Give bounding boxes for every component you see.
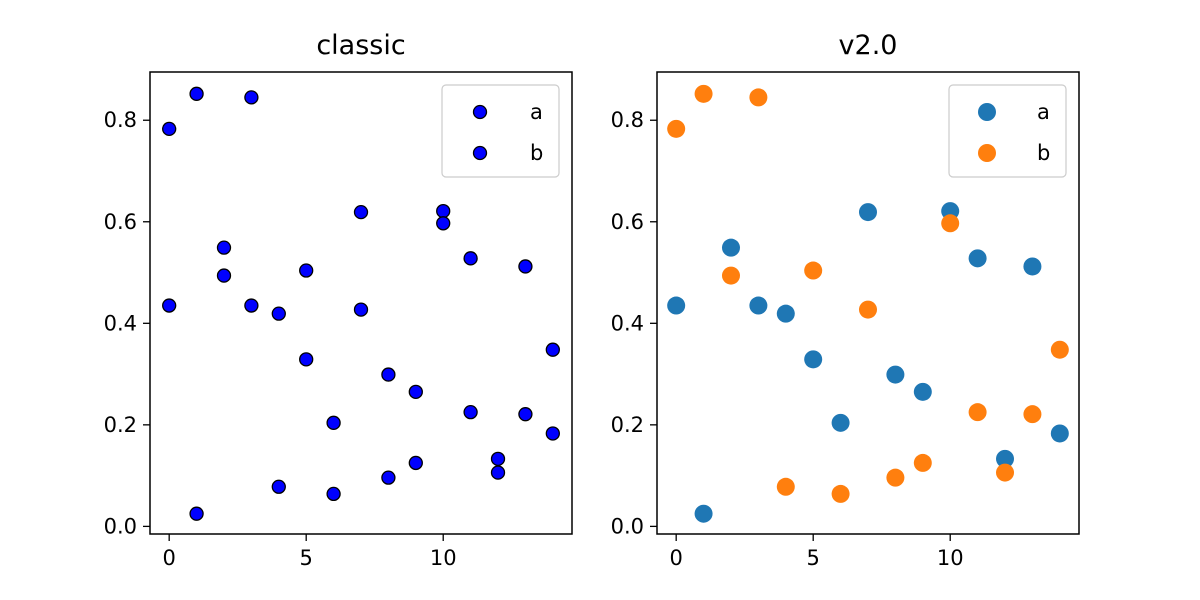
point-a-2 bbox=[216, 240, 232, 255]
point-b-1 bbox=[694, 84, 713, 103]
point-b-1 bbox=[189, 86, 204, 101]
point-a-0 bbox=[667, 296, 686, 315]
y-tick-label: 0.6 bbox=[104, 210, 137, 234]
point-b-4 bbox=[271, 479, 286, 494]
point-b-5 bbox=[299, 263, 314, 278]
point-b-14 bbox=[545, 342, 560, 357]
point-a-5 bbox=[804, 350, 823, 369]
legend: a b bbox=[948, 84, 1067, 178]
y-tick-label: 0.0 bbox=[611, 514, 644, 538]
point-b-6 bbox=[326, 486, 341, 502]
chart-title: v2.0 bbox=[839, 30, 898, 61]
point-a-5 bbox=[299, 352, 314, 367]
point-b-2 bbox=[721, 266, 740, 285]
point-b-3 bbox=[244, 90, 259, 105]
point-a-3 bbox=[244, 298, 259, 313]
point-a-7 bbox=[859, 203, 877, 222]
point-a-14 bbox=[1050, 424, 1069, 443]
chart-panel-classic: classic 0 5 10 0.0 0.2 0.4 0.6 0.8 a b bbox=[104, 30, 573, 570]
ticks-layer: 0 5 10 0.0 0.2 0.4 0.6 0.8 bbox=[104, 108, 457, 570]
point-a-12 bbox=[996, 449, 1015, 468]
point-a-1 bbox=[189, 506, 204, 521]
point-a-4 bbox=[271, 306, 286, 321]
legend-label-a: a bbox=[530, 100, 543, 124]
y-tick-label: 0.4 bbox=[611, 311, 644, 335]
y-tick-label: 0.4 bbox=[104, 311, 137, 335]
legend-label-a: a bbox=[1037, 100, 1050, 124]
point-a-11 bbox=[463, 251, 478, 266]
point-a-9 bbox=[913, 382, 932, 401]
legend-marker-b bbox=[978, 144, 996, 162]
point-a-13 bbox=[1023, 257, 1042, 276]
point-a-8 bbox=[886, 365, 905, 384]
point-a-0 bbox=[162, 298, 177, 313]
point-b-10 bbox=[941, 214, 960, 233]
point-a-13 bbox=[518, 259, 533, 274]
point-b-12 bbox=[996, 463, 1015, 482]
point-b-9 bbox=[913, 453, 932, 472]
point-a-8 bbox=[381, 367, 396, 382]
x-tick-label: 5 bbox=[300, 546, 313, 570]
chart-title: classic bbox=[316, 30, 405, 61]
legend-label-b: b bbox=[530, 141, 543, 165]
point-a-11 bbox=[968, 249, 987, 268]
marks-layer bbox=[162, 86, 560, 521]
point-b-11 bbox=[463, 404, 478, 420]
x-tick-label: 0 bbox=[669, 546, 682, 570]
point-a-4 bbox=[776, 304, 795, 323]
ticks-layer: 0 5 10 0.0 0.2 0.4 0.6 0.8 bbox=[611, 108, 964, 570]
legend-marker-a bbox=[472, 104, 488, 120]
axes-frame bbox=[149, 71, 573, 535]
point-a-3 bbox=[749, 296, 768, 315]
x-tick-label: 0 bbox=[162, 546, 175, 570]
point-b-14 bbox=[1050, 340, 1069, 359]
y-tick-label: 0.2 bbox=[611, 413, 644, 437]
point-b-7 bbox=[859, 300, 877, 319]
legend-box bbox=[441, 84, 560, 178]
point-a-14 bbox=[545, 426, 560, 441]
y-tick-label: 0.8 bbox=[611, 108, 644, 132]
point-b-13 bbox=[1023, 405, 1042, 424]
x-tick-label: 10 bbox=[937, 546, 964, 570]
point-a-10 bbox=[436, 203, 451, 219]
point-b-5 bbox=[804, 261, 823, 280]
marks-layer bbox=[667, 84, 1069, 523]
legend-marker-b bbox=[472, 145, 488, 161]
point-a-2 bbox=[721, 238, 740, 257]
point-b-12 bbox=[490, 465, 506, 480]
y-tick-label: 0.6 bbox=[611, 210, 644, 234]
axes-frame bbox=[656, 71, 1080, 535]
point-b-3 bbox=[749, 88, 768, 107]
y-tick-label: 0.8 bbox=[104, 108, 137, 132]
point-a-6 bbox=[831, 413, 850, 432]
point-a-7 bbox=[353, 204, 369, 220]
y-tick-label: 0.2 bbox=[104, 413, 137, 437]
chart-panel-v2: v2.0 0 5 10 0.0 0.2 0.4 0.6 0.8 a b bbox=[611, 30, 1080, 570]
point-b-0 bbox=[667, 119, 686, 138]
point-a-12 bbox=[490, 451, 506, 467]
legend: a b bbox=[441, 84, 560, 178]
point-b-2 bbox=[216, 268, 232, 283]
point-a-1 bbox=[694, 504, 713, 523]
point-b-8 bbox=[381, 470, 396, 485]
y-tick-label: 0.0 bbox=[104, 514, 137, 538]
legend-marker-a bbox=[978, 103, 996, 121]
point-a-6 bbox=[326, 415, 341, 430]
point-a-9 bbox=[408, 384, 423, 400]
point-b-0 bbox=[162, 121, 177, 137]
point-b-9 bbox=[408, 455, 423, 471]
point-b-8 bbox=[886, 468, 905, 487]
point-b-6 bbox=[831, 484, 850, 503]
legend-label-b: b bbox=[1037, 141, 1050, 165]
point-b-7 bbox=[353, 302, 369, 317]
x-tick-label: 5 bbox=[807, 546, 820, 570]
x-tick-label: 10 bbox=[430, 546, 457, 570]
point-b-4 bbox=[776, 477, 795, 496]
point-b-11 bbox=[968, 403, 987, 422]
point-b-10 bbox=[436, 216, 451, 231]
point-b-13 bbox=[518, 407, 533, 422]
